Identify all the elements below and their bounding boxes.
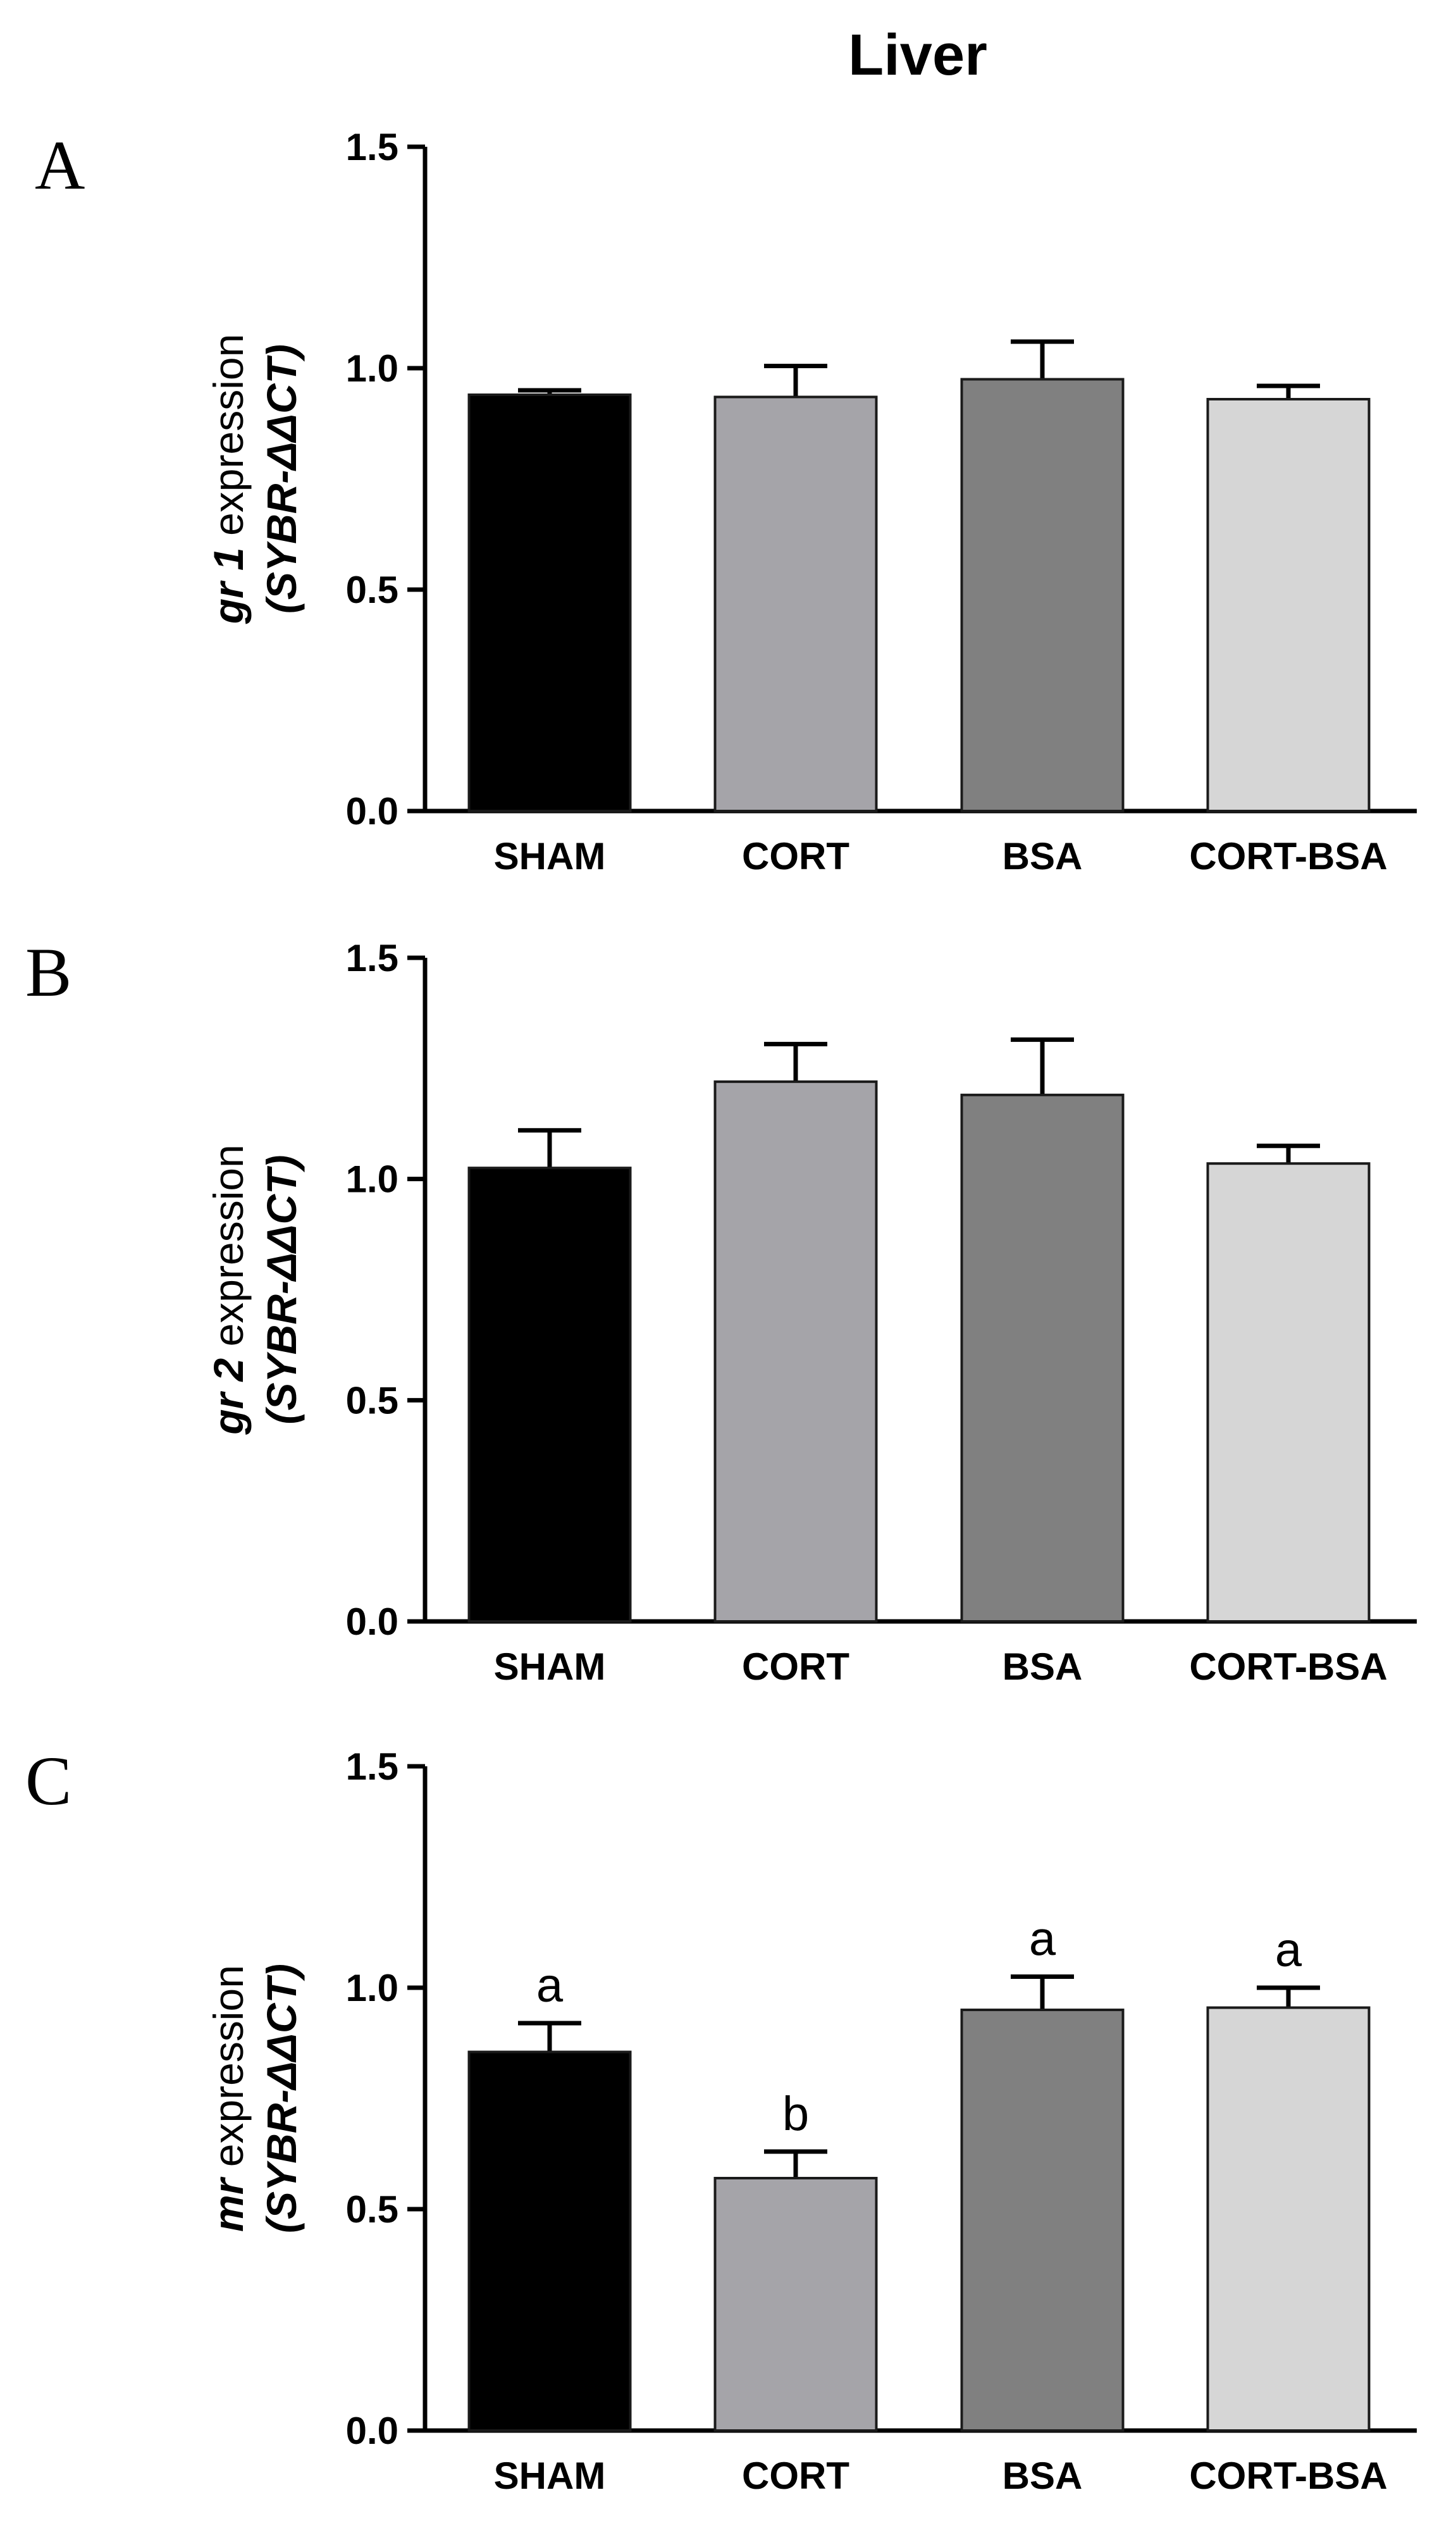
- y-axis-unit: (SYBR-ΔΔCT): [258, 1155, 305, 1425]
- x-tick-label: CORT-BSA: [1189, 835, 1387, 877]
- significance-letter: b: [782, 2087, 809, 2141]
- panel-c: C 0.0 0.5 1.0 1.5 mr expression (SYBR-ΔΔCT) SHA…: [25, 1742, 1417, 2497]
- bar-bsa: [960, 2009, 1125, 2432]
- x-tick-label: SHAM: [494, 1645, 606, 1688]
- bar-cort-bsa: [1206, 398, 1371, 812]
- panel-letter: B: [25, 934, 71, 1011]
- x-tick-label: CORT-BSA: [1189, 1645, 1387, 1688]
- y-tick-label: 0.0: [346, 2410, 398, 2452]
- x-tick-label: CORT: [742, 1645, 849, 1688]
- y-axis-label-suffix: expression: [205, 1965, 252, 2179]
- y-tick-label: 1.5: [346, 126, 398, 168]
- bar-bsa: [960, 378, 1125, 812]
- significance-letter: a: [536, 1959, 564, 2012]
- y-axis-label: gr 1 expression: [205, 334, 252, 625]
- y-tick-label: 0.5: [346, 2188, 398, 2231]
- y-axis-unit: (SYBR-ΔΔCT): [258, 1964, 305, 2233]
- y-tick-label: 0.0: [346, 1601, 398, 1643]
- x-tick-label: SHAM: [494, 2455, 606, 2497]
- gene-name: gr 1: [205, 547, 252, 624]
- significance-letter: a: [1275, 1923, 1302, 1977]
- y-axis-label: gr 2 expression: [205, 1144, 252, 1435]
- bar-bsa: [960, 1093, 1125, 1623]
- x-tick-label: CORT-BSA: [1189, 2455, 1387, 2497]
- y-tick-label: 1.0: [346, 1158, 398, 1201]
- bar-cort: [713, 395, 878, 812]
- y-tick-label: 1.5: [346, 937, 398, 979]
- gene-name: mr: [205, 2176, 252, 2232]
- x-tick-label: BSA: [1003, 835, 1083, 877]
- bar-sham: [467, 2050, 632, 2432]
- panel-b: B 0.0 0.5 1.0 1.5 gr 2 expression (SYBR-ΔΔCT) S…: [25, 934, 1417, 1688]
- bar-cort: [713, 1080, 878, 1623]
- y-tick-label: 1.0: [346, 1967, 398, 2009]
- bar-cort-bsa: [1206, 1162, 1371, 1623]
- panel-a: A 0.0 0.5 1.0 1.5 gr 1 expression (SYBR-ΔΔCT) S…: [35, 126, 1417, 877]
- bar-cort-bsa: [1206, 2006, 1371, 2432]
- y-tick-label: 0.0: [346, 790, 398, 833]
- y-tick-label: 0.5: [346, 569, 398, 611]
- x-tick-label: CORT: [742, 2455, 849, 2497]
- y-tick-label: 1.0: [346, 347, 398, 390]
- y-tick-label: 1.5: [346, 1745, 398, 1788]
- panel-letter: A: [35, 127, 85, 204]
- x-tick-label: BSA: [1003, 1645, 1083, 1688]
- significance-letter: a: [1029, 1912, 1056, 1966]
- bar-cort: [713, 2177, 878, 2432]
- panel-letter: C: [25, 1742, 71, 1819]
- gene-name: gr 2: [205, 1358, 252, 1435]
- x-tick-label: SHAM: [494, 835, 606, 877]
- bar-sham: [467, 1167, 632, 1623]
- y-tick-label: 0.5: [346, 1379, 398, 1422]
- y-axis-label: mr expression: [205, 1965, 252, 2232]
- y-axis-unit: (SYBR-ΔΔCT): [258, 344, 305, 614]
- x-tick-label: CORT: [742, 835, 849, 877]
- x-tick-label: BSA: [1003, 2455, 1083, 2497]
- bar-sham: [467, 393, 632, 812]
- y-axis-label-suffix: expression: [205, 334, 252, 548]
- y-axis-label-suffix: expression: [205, 1144, 252, 1358]
- figure-title: Liver: [848, 23, 987, 87]
